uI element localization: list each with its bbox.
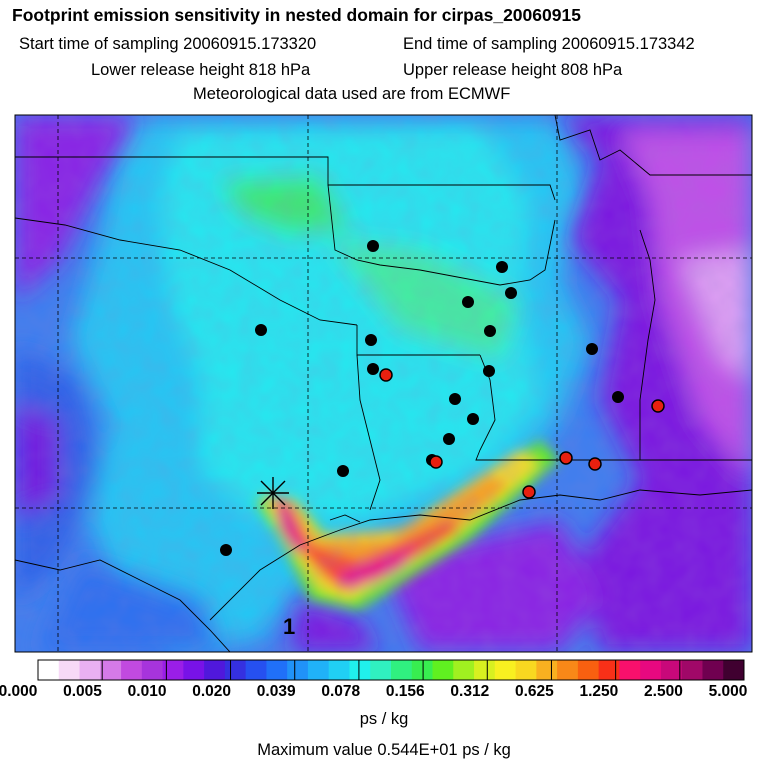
lat-lon-grid — [15, 115, 752, 652]
maximum-value: Maximum value 0.544E+01 ps / kg — [257, 741, 511, 759]
colorbar-swatch — [474, 660, 496, 680]
boundaries — [15, 115, 752, 652]
colorbar-tick-label: 1.250 — [579, 683, 619, 700]
met-data-source: Meteorological data used are from ECMWF — [193, 85, 511, 103]
station-black — [462, 296, 474, 308]
station-black — [367, 363, 379, 375]
station-red — [429, 455, 443, 469]
station-black — [484, 325, 496, 337]
colorbar-swatch — [577, 660, 600, 680]
colorbar-swatch — [38, 660, 60, 680]
colorbar-swatch — [432, 660, 454, 680]
station-red — [379, 368, 393, 382]
stations — [220, 240, 665, 556]
colorbar-swatch — [453, 660, 475, 680]
colorbar-swatch — [141, 660, 163, 680]
map-title: Footprint emission sensitivity in nested… — [12, 5, 581, 25]
colorbar-swatch — [266, 660, 288, 680]
lower-release-height: Lower release height 818 hPa — [91, 61, 311, 79]
station-red — [651, 399, 665, 413]
colorbar-swatch — [723, 660, 745, 680]
colorbar-tick-label: 0.078 — [321, 683, 361, 700]
colorbar-tick-label: 0.010 — [127, 683, 167, 700]
station-black — [483, 365, 495, 377]
colorbar-tick-label: 0.156 — [385, 683, 425, 700]
colorbar-swatch — [557, 660, 579, 680]
colorbar-swatch — [536, 660, 558, 680]
map-frame — [14, 114, 753, 653]
colorbar-units: ps / kg — [359, 710, 409, 728]
sensitivity-field: 1 — [15, 115, 752, 652]
station-black — [449, 393, 461, 405]
colorbar-swatch — [162, 660, 184, 680]
upper-release-height: Upper release height 808 hPa — [403, 61, 623, 79]
colorbar-swatch — [58, 660, 80, 680]
release-point-star-icon — [257, 477, 289, 509]
colorbar — [37, 659, 745, 681]
colorbar-swatch — [515, 660, 537, 680]
colorbar-swatch — [287, 660, 309, 680]
station-black — [367, 240, 379, 252]
station-red — [588, 457, 602, 471]
station-black — [586, 343, 598, 355]
colorbar-tick-label: 2.500 — [644, 683, 683, 700]
station-black — [505, 287, 517, 299]
colorbar-swatch — [660, 660, 683, 680]
colorbar-swatch — [494, 660, 516, 680]
station-black — [365, 334, 377, 346]
colorbar-tick-label: 0.000 — [0, 683, 38, 700]
end-time: End time of sampling 20060915.173342 — [403, 35, 695, 53]
colorbar-tick-label: 5.000 — [708, 683, 748, 700]
colorbar-swatch — [79, 660, 101, 680]
colorbar-tick-label: 0.005 — [63, 683, 102, 700]
colorbar-swatch — [349, 660, 371, 680]
colorbar-swatch — [100, 660, 122, 680]
colorbar-swatch — [224, 660, 247, 680]
start-time: Start time of sampling 20060915.173320 — [19, 35, 317, 53]
colorbar-swatch — [702, 660, 724, 680]
colorbar-tick-label: 0.020 — [192, 683, 232, 700]
colorbar-swatch — [183, 660, 205, 680]
colorbar-tick-label: 0.625 — [514, 683, 554, 700]
colorbar-swatch — [391, 660, 413, 680]
station-black — [443, 433, 455, 445]
colorbar-swatch — [307, 660, 330, 680]
colorbar-swatch — [598, 660, 620, 680]
colorbar-swatch — [370, 660, 392, 680]
colorbar-swatch — [121, 660, 143, 680]
station-black — [467, 413, 479, 425]
release-marker-label: 1 — [283, 614, 295, 639]
colorbar-swatch — [640, 660, 662, 680]
station-black — [337, 465, 349, 477]
colorbar-swatch — [619, 660, 641, 680]
colorbar-swatch — [411, 660, 433, 680]
colorbar-tick-label: 0.039 — [256, 683, 296, 700]
colorbar-swatch — [328, 660, 350, 680]
colorbar-tick-label: 0.312 — [450, 683, 490, 700]
station-black — [612, 391, 624, 403]
colorbar-swatch — [681, 660, 703, 680]
station-red — [559, 451, 573, 465]
station-red — [522, 485, 536, 499]
station-black — [220, 544, 232, 556]
station-black — [255, 324, 267, 336]
colorbar-swatch — [245, 660, 267, 680]
colorbar-swatch — [204, 660, 226, 680]
station-black — [496, 261, 508, 273]
